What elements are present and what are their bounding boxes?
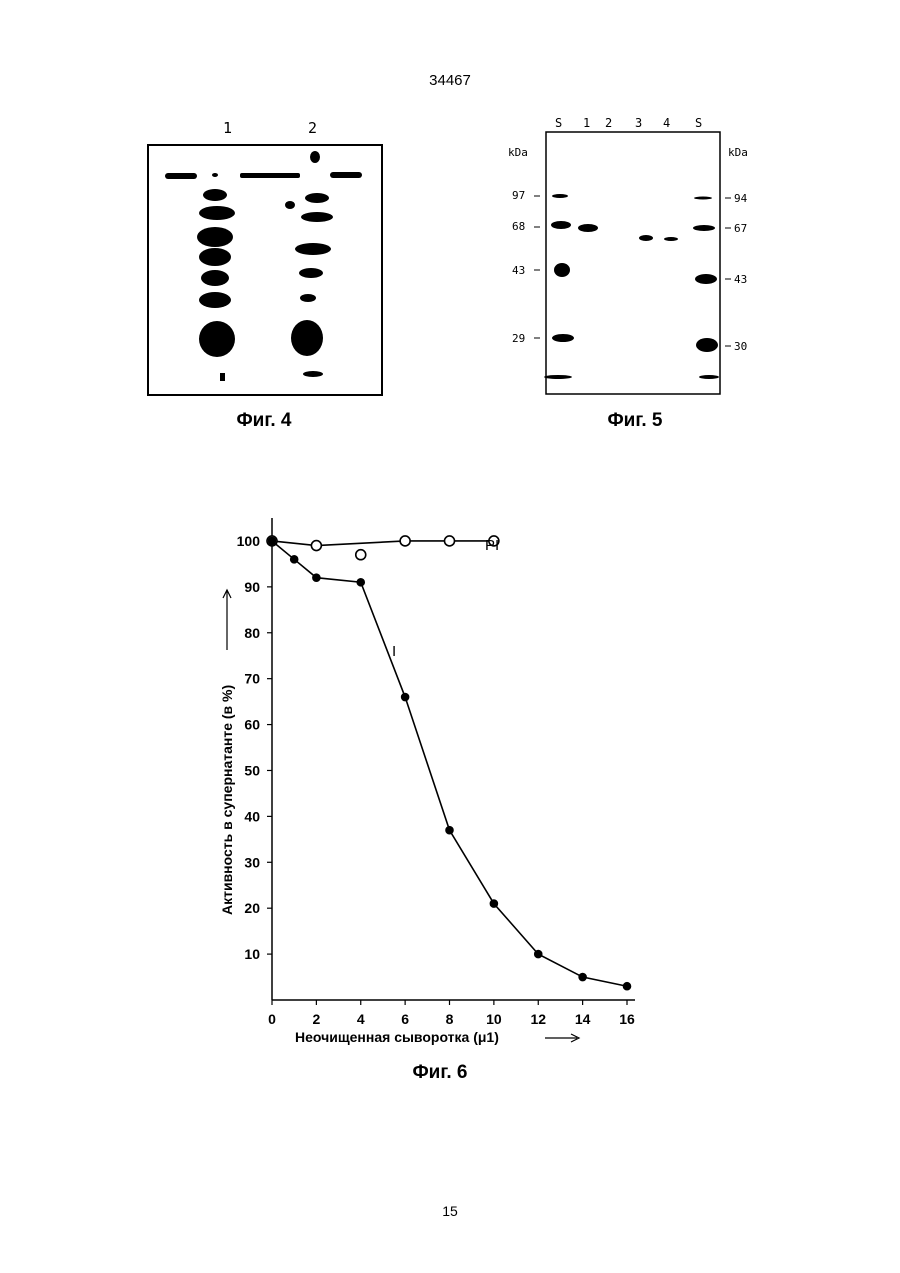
fig6-x-axis-label: Неочищенная сыворотка (μ1)	[295, 1029, 499, 1045]
fig4-gel-image: 1 2	[145, 115, 385, 400]
fig6-y-tick-label: 50	[244, 762, 260, 778]
fig6-point-outlier	[356, 550, 366, 560]
fig6-point-i	[624, 983, 631, 990]
fig5-lane-label-s1: S	[555, 116, 562, 130]
fig6-x-tick-label: 6	[401, 1011, 409, 1027]
fig6-x-tick-label: 2	[312, 1011, 320, 1027]
fig5-marker-right-43: 43	[734, 273, 747, 286]
fig6-point-i	[490, 900, 497, 907]
fig5-marker-right-67: 67	[734, 222, 747, 235]
fig6-y-tick-label: 100	[237, 533, 261, 549]
fig6-y-tick-label: 30	[244, 854, 260, 870]
fig6-x-tick-label: 16	[619, 1011, 635, 1027]
fig6-chart: 10 20 30 40 50 60 70 80 90 100 0 2 4 6 8 10 12 14 16 Неоч…	[205, 510, 655, 1055]
fig6-series-line-pi	[272, 541, 494, 546]
fig4-lane-label-1: 1	[223, 119, 232, 137]
fig6-y-tick-label: 10	[244, 946, 260, 962]
document-number: 34467	[0, 72, 900, 89]
fig6-y-tick-label: 70	[244, 671, 260, 687]
fig6-x-tick-label: 8	[446, 1011, 454, 1027]
fig6-y-tick-label: 90	[244, 579, 260, 595]
fig5-marker-right-94: 94	[734, 192, 748, 205]
fig4-gel-frame	[148, 145, 382, 395]
fig6-point-i	[269, 537, 276, 544]
fig6-point-pi	[400, 536, 410, 546]
fig6-y-tick-label: 40	[244, 808, 260, 824]
fig6-point-i	[535, 951, 542, 958]
fig6-y-tick-label: 80	[244, 625, 260, 641]
fig5-gel-image: S 1 2 3 4 S kDa kDa 97 68 43 29 94 67 43…	[498, 112, 768, 402]
fig6-point-pi	[311, 541, 321, 551]
fig5-unit-left: kDa	[508, 146, 528, 159]
fig5-marker-left-68: 68	[512, 220, 525, 233]
fig6-point-i	[357, 579, 364, 586]
fig6-x-tick-label: 10	[486, 1011, 502, 1027]
fig4-bands	[165, 151, 362, 381]
fig5-lane-label-4: 4	[663, 116, 670, 130]
fig5-marker-left-29: 29	[512, 332, 525, 345]
fig5-unit-right: kDa	[728, 146, 748, 159]
fig5-marker-left-43: 43	[512, 264, 525, 277]
fig6-series-line-i	[272, 541, 627, 986]
fig5-caption: Фиг. 5	[535, 410, 735, 432]
fig6-x-tick-label: 12	[530, 1011, 546, 1027]
fig6-x-tick-label: 0	[268, 1011, 276, 1027]
fig6-y-axis-arrow	[223, 590, 231, 650]
fig5-marker-left-97: 97	[512, 189, 525, 202]
fig6-point-i	[402, 694, 409, 701]
fig6-caption: Фиг. 6	[340, 1062, 540, 1084]
fig6-x-axis-arrow	[545, 1034, 579, 1042]
fig6-y-tick-label: 60	[244, 717, 260, 733]
page-number: 15	[0, 1203, 900, 1219]
fig6-x-tick-label: 4	[357, 1011, 365, 1027]
fig5-marker-right-30: 30	[734, 340, 747, 353]
fig5-lane-label-2: 2	[605, 116, 612, 130]
fig4-lane-label-2: 2	[308, 119, 317, 137]
fig6-y-axis-label: Активность в супернатанте (в %)	[219, 685, 235, 915]
fig6-point-i	[579, 974, 586, 981]
fig5-bands	[544, 194, 719, 379]
fig5-lane-label-1: 1	[583, 116, 590, 130]
fig6-point-i	[446, 827, 453, 834]
fig6-point-i	[291, 556, 298, 563]
fig5-lane-label-3: 3	[635, 116, 642, 130]
fig4-caption: Фиг. 4	[164, 410, 364, 432]
fig6-point-pi	[445, 536, 455, 546]
fig5-lane-label-s2: S	[695, 116, 702, 130]
fig6-x-tick-label: 14	[575, 1011, 591, 1027]
fig6-series-label-i: I	[392, 643, 396, 660]
fig6-series-label-pi: PI	[485, 537, 499, 554]
fig6-point-i	[313, 574, 320, 581]
fig6-y-tick-label: 20	[244, 900, 260, 916]
fig5-gel-frame	[546, 132, 720, 394]
